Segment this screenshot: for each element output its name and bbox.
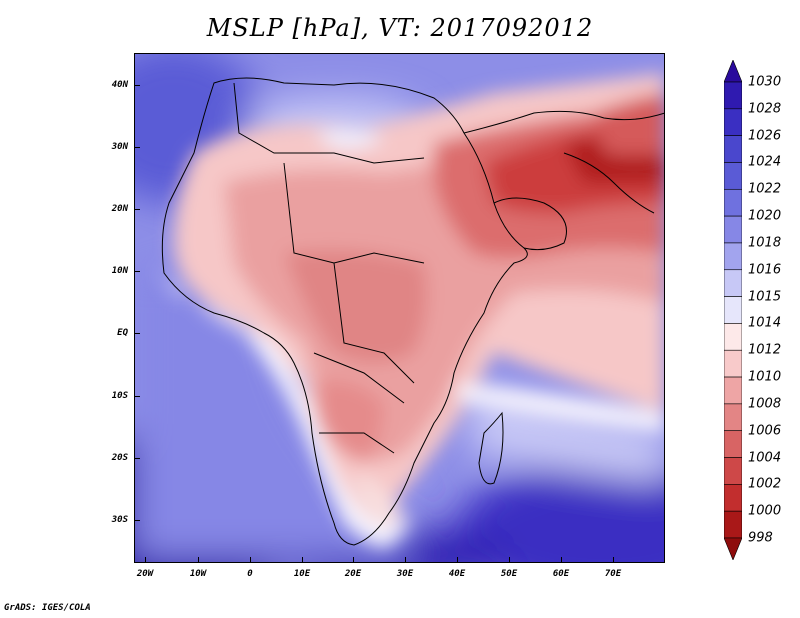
lat-label-30n: 30N: [111, 142, 128, 152]
lat-label-20n: 20N: [111, 204, 128, 214]
colorbar-swatch: [723, 162, 743, 190]
lat-tick: [134, 333, 140, 334]
lon-tick: [613, 557, 614, 563]
colorbar-swatch: [723, 349, 743, 378]
colorbar-label: 1004: [748, 450, 782, 466]
colorbar-label: 1030: [748, 74, 782, 90]
lon-tick: [198, 557, 199, 563]
lon-tick: [302, 557, 303, 563]
colorbar-swatch: [723, 376, 743, 405]
lon-label-0: 0: [247, 569, 253, 579]
colorbar-label: 1000: [748, 503, 782, 519]
colorbar-swatch: [723, 215, 743, 244]
colorbar-label: 1010: [748, 369, 782, 385]
colorbar-label: 1008: [748, 396, 782, 412]
lon-label-10w: 10W: [189, 569, 207, 579]
colorbar-swatch: [723, 484, 743, 512]
lon-tick: [457, 557, 458, 563]
lon-label-70e: 70E: [604, 569, 622, 579]
colorbar-label: 1006: [748, 423, 782, 439]
colorbar-label: 1014: [748, 315, 782, 331]
pressure-field: [134, 53, 665, 563]
colorbar-swatch: [723, 108, 743, 136]
colorbar-label: 1012: [748, 342, 782, 358]
lat-tick: [134, 85, 140, 86]
colorbar-label: 1020: [748, 208, 782, 224]
lat-label-40n: 40N: [111, 80, 128, 90]
lon-label-50e: 50E: [500, 569, 518, 579]
colorbar-swatch: [723, 188, 743, 217]
colorbar-swatch: [723, 430, 743, 458]
colorbar-label: 1024: [748, 154, 782, 170]
lon-tick: [405, 557, 406, 563]
colorbar-swatch: [723, 81, 743, 110]
colorbar-swatch: [723, 242, 743, 271]
lon-tick: [353, 557, 354, 563]
lon-label-30e: 30E: [396, 569, 414, 579]
lon-label-20w: 20W: [136, 569, 154, 579]
colorbar-label: 1028: [748, 101, 782, 117]
lat-tick: [134, 271, 140, 272]
pressure-map: [134, 53, 665, 563]
lon-label-60e: 60E: [552, 569, 570, 579]
colorbar-label: 1016: [748, 262, 782, 278]
colorbar-label: 998: [748, 530, 773, 546]
colorbar-swatch: [723, 403, 743, 432]
lon-label-40e: 40E: [448, 569, 466, 579]
colorbar-swatch: [723, 296, 743, 324]
lat-label-eq: EQ: [117, 328, 128, 338]
lon-tick: [509, 557, 510, 563]
colorbar-top-arrow: [723, 59, 743, 83]
colorbar-label: 1022: [748, 181, 782, 197]
colorbar-swatch: [723, 269, 743, 297]
lon-tick: [145, 557, 146, 563]
colorbar-swatch: [723, 510, 743, 539]
colorbar-swatch: [723, 457, 743, 485]
colorbar-label: 1002: [748, 476, 782, 492]
lat-tick: [134, 209, 140, 210]
map-title: MSLP [hPa], VT: 2017092012: [206, 14, 594, 42]
lon-label-10e: 10E: [293, 569, 311, 579]
coastlines: [161, 77, 665, 546]
lat-tick: [134, 520, 140, 521]
colorbar-label: 1015: [748, 289, 782, 305]
lat-tick: [134, 147, 140, 148]
lat-label-10n: 10N: [111, 266, 128, 276]
lat-tick: [134, 458, 140, 459]
colorbar-swatch: [723, 323, 743, 351]
colorbar-bottom-arrow: [723, 537, 743, 561]
credit-text: GrADS: IGES/COLA: [4, 603, 91, 613]
colorbar-swatch: [723, 135, 743, 163]
lat-label-10s: 10S: [111, 391, 128, 401]
colorbar-swatches: [723, 59, 743, 561]
lon-tick: [250, 557, 251, 563]
lat-label-30s: 30S: [111, 515, 128, 525]
colorbar-label: 1026: [748, 128, 782, 144]
colorbar-label: 1018: [748, 235, 782, 251]
lat-tick: [134, 396, 140, 397]
lat-label-20s: 20S: [111, 453, 128, 463]
lon-label-20e: 20E: [344, 569, 362, 579]
lon-tick: [561, 557, 562, 563]
colorbar: [723, 59, 743, 564]
